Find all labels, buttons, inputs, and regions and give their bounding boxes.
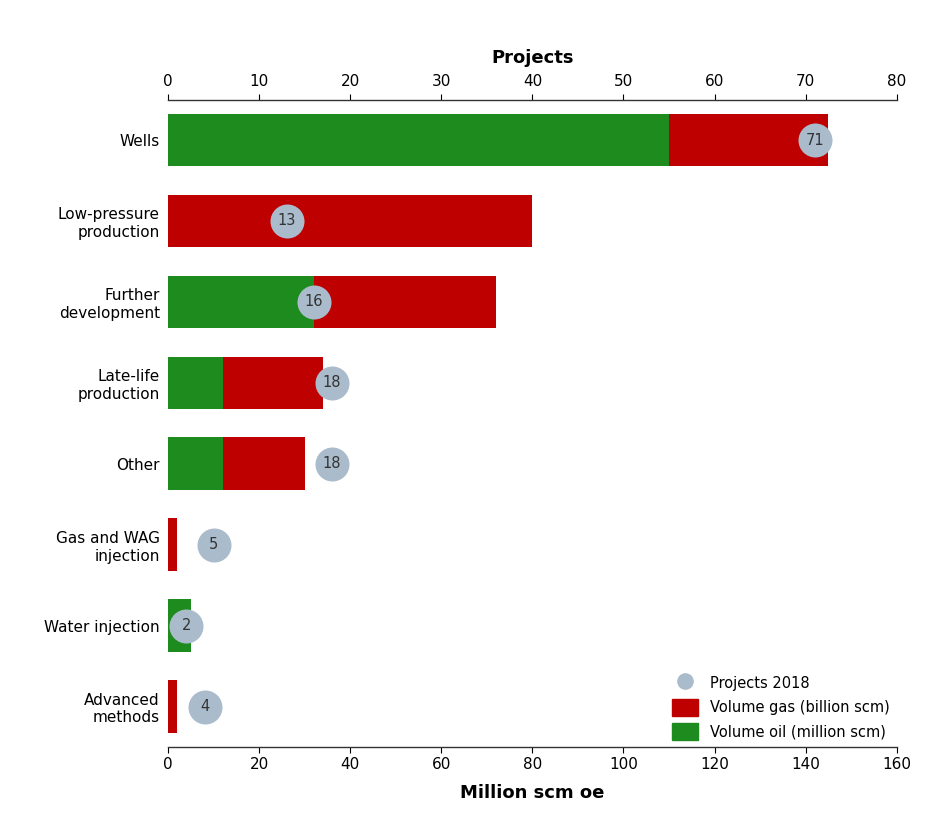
Point <box>807 134 822 147</box>
Text: 13: 13 <box>277 213 296 228</box>
Text: 5: 5 <box>209 537 219 552</box>
Point <box>306 295 321 309</box>
Text: 4: 4 <box>200 699 209 714</box>
Bar <box>168 681 177 733</box>
X-axis label: Projects: Projects <box>491 49 573 67</box>
Bar <box>168 357 223 409</box>
Point <box>179 619 194 632</box>
Text: 71: 71 <box>805 133 824 148</box>
Text: 18: 18 <box>323 457 341 471</box>
Bar <box>168 195 532 247</box>
Point <box>206 538 221 551</box>
Bar <box>168 276 314 328</box>
Point <box>325 457 340 471</box>
Legend: Projects 2018, Volume gas (billion scm), Volume oil (million scm): Projects 2018, Volume gas (billion scm),… <box>672 675 889 740</box>
Text: 18: 18 <box>323 375 341 390</box>
Bar <box>168 437 223 490</box>
Bar <box>168 114 669 166</box>
Text: 2: 2 <box>181 618 191 633</box>
Bar <box>168 599 191 652</box>
Point <box>197 700 212 713</box>
X-axis label: Million scm oe: Million scm oe <box>460 784 604 802</box>
Bar <box>168 519 177 571</box>
Bar <box>223 437 304 490</box>
Point <box>325 376 340 389</box>
Bar <box>223 357 323 409</box>
Bar <box>669 114 828 166</box>
Point <box>279 214 294 227</box>
Text: 16: 16 <box>304 295 323 310</box>
Bar <box>314 276 496 328</box>
